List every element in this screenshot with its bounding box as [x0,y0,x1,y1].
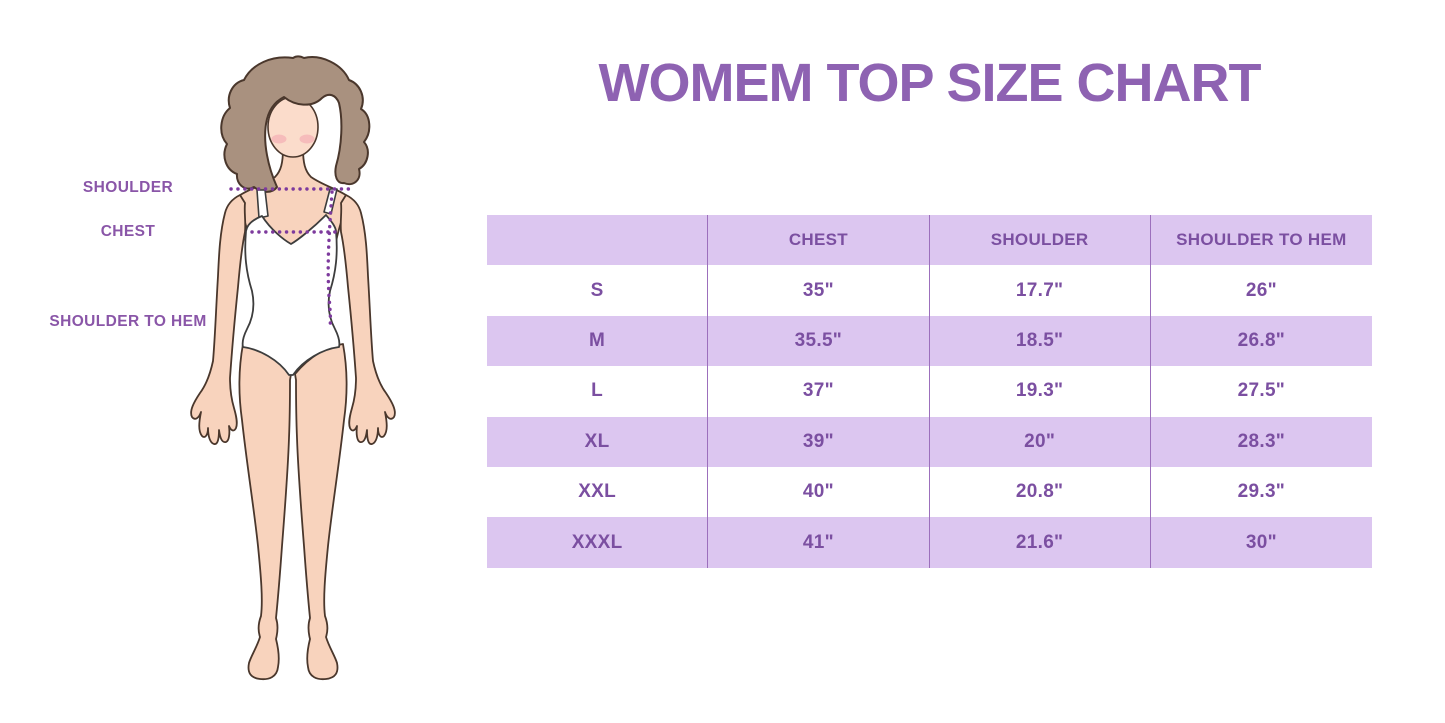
shoulder-to-hem-cell: 28.3" [1237,430,1286,452]
table-row-s: S 35" 17.7" 26" [487,265,1372,316]
chest-cell: 35.5" [708,315,930,367]
header-cell-shoulder: SHOULDER [930,215,1151,266]
size-cell: S [487,265,709,316]
blush-right [299,134,315,144]
chest-cell: 40" [708,466,930,518]
left-leg [238,343,292,681]
header-cell-chest: CHEST [708,215,930,266]
blush-left [271,134,287,144]
size-cell: L [487,366,709,417]
shoulder-to-hem-cell: 26.8" [1237,329,1286,351]
header-cell-size [487,215,709,266]
table-row-l: L 37" 19.3" 27.5" [487,366,1372,417]
bodysuit [241,188,341,376]
shoulder-to-hem-cell: 30" [1245,531,1277,553]
chest-cell: 41" [708,517,930,568]
chest-cell: 35" [708,265,930,316]
right-leg [294,343,348,681]
bodysuit-body [241,214,341,376]
label-chest: CHEST [100,223,156,240]
shoulder-cell: 18.5" [930,315,1151,367]
table-header-row: CHEST SHOULDER SHOULDER TO HEM [487,215,1372,266]
table-row-xxxl: XXXL 41" 21.6" 30" [487,517,1372,568]
size-cell: XXL [487,466,709,518]
size-cell: XXXL [487,517,709,568]
label-shoulder: SHOULDER [82,179,174,196]
right-arm [339,194,396,445]
shoulder-to-hem-measure-line [326,190,334,329]
shoulder-to-hem-cell: 26" [1245,279,1277,301]
shoulder-to-hem-cell: 27.5" [1237,380,1286,402]
bodysuit-strap-left [256,189,269,219]
chest-cell: 39" [708,416,930,467]
header-cell-shoulder-to-hem: SHOULDER TO HEM [1176,230,1347,250]
hair [220,55,371,193]
shoulder-cell: 17.7" [930,265,1151,316]
shoulder-cell: 21.6" [930,517,1151,568]
left-arm [190,194,247,445]
size-table: CHEST SHOULDER SHOULDER TO HEM S 35" 17.… [487,215,1372,568]
size-cell: XL [487,416,709,467]
chest-cell: 37" [708,366,930,417]
table-row-xl: XL 39" 20" 28.3" [487,416,1372,467]
shoulder-to-hem-cell: 29.3" [1237,481,1286,503]
shoulder-cell: 19.3" [930,366,1151,417]
label-shoulder-to-hem: SHOULDER TO HEM [49,313,207,330]
shoulder-cell: 20" [930,416,1151,467]
table-row-m: M 35.5" 18.5" 26.8" [487,315,1372,367]
shoulder-cell: 20.8" [930,466,1151,518]
figure-panel: SHOULDER CHEST SHOULDER TO HEM [0,0,460,723]
face [267,96,319,158]
woman-figure-illustration [190,55,396,681]
measurement-dotted-lines [229,187,357,329]
page-title: WOMEM TOP SIZE CHART [598,53,1261,113]
size-cell: M [487,315,709,367]
table-row-xxl: XXL 40" 20.8" 29.3" [487,466,1372,518]
